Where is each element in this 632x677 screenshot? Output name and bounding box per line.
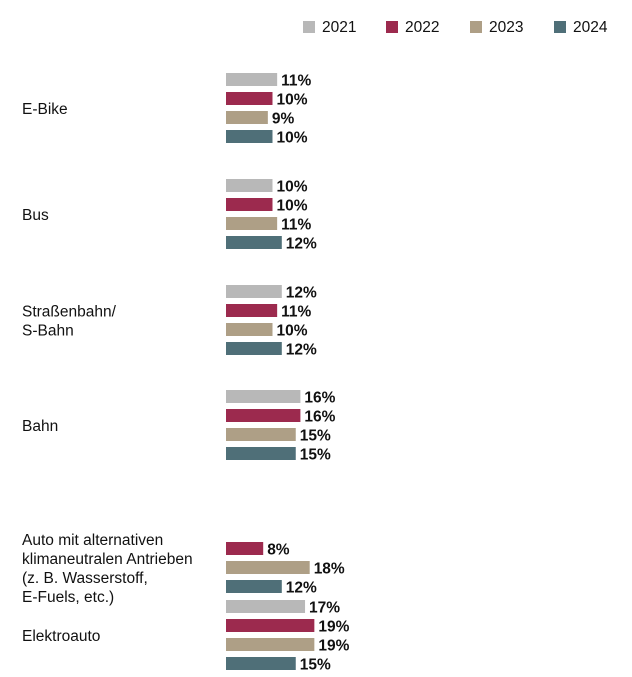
bar-2023: [226, 323, 273, 336]
bar-value-label: 10%: [277, 323, 308, 340]
category-label: (z. B. Wasserstoff,: [22, 570, 148, 587]
legend-swatch-2024: [554, 21, 566, 33]
bar-2021: [226, 600, 306, 613]
legend-swatch-2021: [303, 21, 315, 33]
bar-2021: [226, 73, 278, 86]
bar-value-label: 11%: [281, 217, 311, 234]
bar-2024: [226, 130, 273, 143]
bar-2022: [226, 542, 264, 555]
bar-2022: [226, 619, 315, 632]
bar-2024: [226, 236, 282, 249]
category-label: Bus: [22, 207, 49, 224]
legend-label-2024: 2024: [573, 19, 608, 36]
category-label: Elektroauto: [22, 628, 100, 645]
bar-value-label: 10%: [277, 198, 308, 215]
bar-2022: [226, 92, 273, 105]
bar-2024: [226, 447, 296, 460]
bar-2022: [226, 304, 278, 317]
bar-value-label: 18%: [314, 561, 345, 578]
bar-2023: [226, 428, 296, 441]
bar-2022: [226, 409, 301, 422]
legend: 2021 2022 2023 2024: [303, 19, 608, 36]
category-label: S-Bahn: [22, 323, 74, 340]
bar-2024: [226, 580, 282, 593]
bar-2023: [226, 638, 315, 651]
category-label: E-Fuels, etc.): [22, 589, 114, 606]
bar-value-label: 11%: [281, 73, 311, 90]
category-label: klimaneutralen Antrieben: [22, 551, 193, 568]
bar-value-label: 15%: [300, 428, 331, 445]
bar-value-label: 10%: [277, 179, 308, 196]
category-label: E-Bike: [22, 101, 68, 118]
bar-value-label: 9%: [272, 111, 295, 128]
bar-value-label: 16%: [304, 409, 335, 426]
bar-2024: [226, 657, 296, 670]
bar-2021: [226, 390, 301, 403]
bar-value-label: 8%: [267, 542, 290, 559]
category-label: Auto mit alternativen: [22, 532, 163, 549]
bar-value-label: 17%: [309, 600, 340, 617]
legend-swatch-2022: [386, 21, 398, 33]
bar-value-label: 12%: [286, 236, 317, 253]
bar-value-label: 19%: [318, 638, 349, 655]
bar-2021: [226, 285, 282, 298]
bar-2023: [226, 561, 310, 574]
legend-label-2022: 2022: [405, 19, 439, 36]
bar-value-label: 15%: [300, 447, 331, 464]
bar-value-label: 10%: [277, 92, 308, 109]
bar-value-label: 10%: [277, 130, 308, 147]
bar-value-label: 12%: [286, 285, 317, 302]
category-labels: E-Bike Bus Straßenbahn/S-Bahn Bahn Auto mit …: [22, 101, 193, 645]
legend-swatch-2023: [470, 21, 482, 33]
bar-value-label: 15%: [300, 657, 331, 674]
bar-2024: [226, 342, 282, 355]
bar-value-label: 12%: [286, 342, 317, 359]
category-label: Bahn: [22, 418, 58, 435]
bar-2023: [226, 217, 278, 230]
bar-2021: [226, 179, 273, 192]
bar-2022: [226, 198, 273, 211]
bar-value-label: 11%: [281, 304, 311, 321]
bar-2023: [226, 111, 268, 124]
bar-value-label: 16%: [304, 390, 335, 407]
legend-label-2021: 2021: [322, 19, 356, 36]
bars: 11% 10% 9% 10% 10% 10% 11% 12% 12% 11% 10% 12% 16% 16…: [226, 73, 350, 674]
bar-value-label: 19%: [318, 619, 349, 636]
legend-label-2023: 2023: [489, 19, 523, 36]
bar-value-label: 12%: [286, 580, 317, 597]
category-label: Straßenbahn/: [22, 304, 117, 321]
